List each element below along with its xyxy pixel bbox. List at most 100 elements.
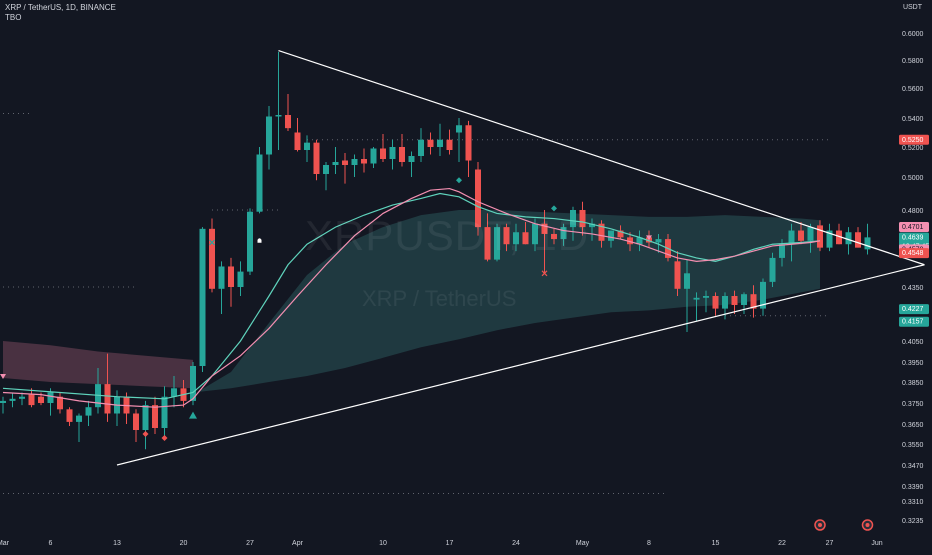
price-label-text: 0.5250 (902, 137, 924, 144)
signal-marker (541, 270, 548, 277)
price-labels: 0.52500.47010.463919:47:450.45700.45480.… (899, 134, 929, 327)
price-label-box (899, 134, 929, 145)
trendline (116, 264, 925, 466)
price-tick-label: 0.5200 (902, 145, 924, 152)
price-tick-label: 0.3950 (902, 360, 924, 367)
candle-body (456, 125, 462, 133)
candle-body (703, 296, 709, 298)
candle-body (57, 396, 63, 410)
price-label-box (899, 221, 929, 232)
price-tick-label: 0.6000 (902, 31, 924, 38)
candle-body (190, 366, 196, 401)
candle-body (864, 237, 871, 250)
candle-body (788, 230, 795, 245)
candle-body (560, 227, 567, 240)
price-tick-label: 0.3390 (902, 484, 924, 491)
candle-body (199, 228, 206, 366)
time-tick-label: 17 (446, 540, 454, 547)
candle-body (760, 281, 766, 309)
candle-body (171, 388, 177, 397)
moving-averages (2, 187, 821, 408)
candle-body (798, 230, 804, 241)
candle-body (807, 227, 814, 241)
candle-body (28, 394, 35, 406)
candle-body (598, 223, 605, 241)
price-tick-label: 0.5600 (902, 86, 924, 93)
price-axis: 0.6000 0.5800 0.5600 0.5400 0.5200 0.5000 0.48… (902, 31, 924, 525)
candle-body (532, 223, 538, 245)
candle-body (684, 273, 690, 289)
signal-marker (646, 235, 652, 241)
candle-body (589, 223, 595, 228)
candle-body (285, 115, 291, 129)
time-tick-label: 24 (512, 540, 520, 547)
price-label-box (899, 304, 929, 315)
event-icons (814, 519, 874, 531)
candle-body (313, 142, 320, 174)
candle-body (579, 210, 586, 228)
price-label-text: 0.4639 (902, 235, 924, 242)
candle-body (0, 400, 6, 403)
signal-markers (0, 177, 652, 441)
candle-body (66, 409, 73, 422)
candle-body (380, 148, 386, 159)
candle-body (551, 233, 557, 240)
price-tick-label: 0.3650 (902, 422, 924, 429)
indicator-clouds (3, 210, 820, 395)
time-tick-label: 13 (113, 540, 121, 547)
signal-marker (142, 431, 149, 437)
ma-fast-line (2, 187, 821, 408)
candle-body (655, 239, 662, 243)
time-tick-label: 8 (647, 540, 651, 547)
candle-body (750, 294, 757, 309)
candle-body (636, 237, 643, 245)
candle-body (541, 223, 548, 234)
candle-body (418, 139, 424, 156)
currency-label: USDT (902, 4, 922, 11)
symbol-title[interactable]: XRP / TetherUS, 1D, BINANCE (5, 3, 116, 12)
candle-body (769, 257, 776, 282)
candle-body (361, 159, 367, 164)
candle-body (47, 392, 54, 403)
candle-body (342, 160, 348, 165)
time-tick-label: Mar (0, 540, 10, 547)
candle-body (370, 148, 377, 164)
candle-body (247, 211, 253, 272)
candle-body (741, 294, 747, 305)
candle-body (133, 413, 139, 430)
candle-body (446, 139, 453, 150)
candle-body (475, 169, 481, 228)
candle-body (570, 210, 576, 228)
candle-body (351, 159, 358, 165)
price-label-text: 0.4227 (902, 306, 924, 313)
candle-body (209, 228, 215, 289)
candle-body (294, 132, 301, 150)
candle-body (722, 296, 728, 309)
event-icon-dot (865, 523, 870, 527)
price-tick-label: 0.3235 (902, 518, 924, 525)
price-tick-label: 0.3310 (902, 499, 924, 506)
watermark-symbol: XRPUSDT, 1D (305, 212, 590, 259)
price-tick-label: 0.3850 (902, 380, 924, 387)
signal-marker (257, 238, 262, 243)
candle-body (142, 405, 149, 430)
candle-body (408, 156, 415, 162)
candle-body (674, 261, 681, 289)
signal-marker (209, 239, 215, 246)
candle-body (826, 230, 833, 248)
candle-body (237, 271, 244, 287)
candle-body (256, 154, 263, 212)
signal-marker (551, 205, 557, 212)
price-label-box (899, 316, 929, 327)
candle-body (304, 142, 310, 150)
indicator-label[interactable]: TBO (5, 13, 22, 22)
candle-body (389, 147, 396, 159)
cloud-red (3, 341, 193, 389)
candle-body (836, 230, 842, 245)
candle-body (104, 384, 111, 414)
price-tick-label: 0.4050 (902, 339, 924, 346)
time-tick-label: Apr (292, 540, 304, 547)
price-tick-label: 0.4350 (902, 285, 924, 292)
